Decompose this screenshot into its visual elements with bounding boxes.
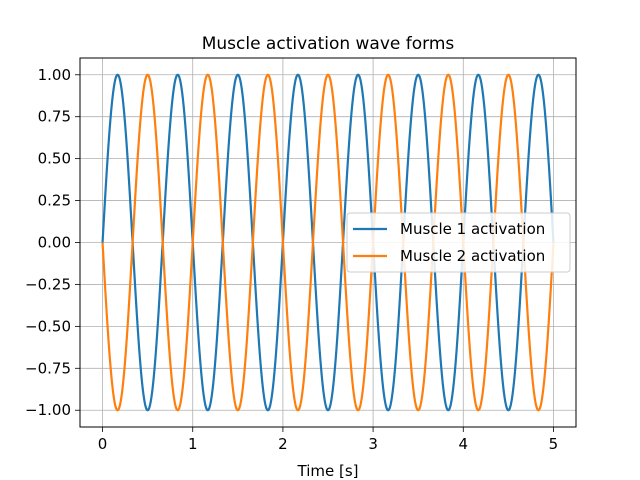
x-tick-label: 1 <box>188 435 198 453</box>
y-tick-label: 0.50 <box>38 150 71 168</box>
x-tick-label: 3 <box>368 435 378 453</box>
chart-title: Muscle activation wave forms <box>202 34 455 54</box>
legend-label-2: Muscle 2 activation <box>400 247 545 265</box>
legend-box <box>346 212 571 273</box>
y-tick-label: 1.00 <box>38 66 71 84</box>
y-tick-label: 0.25 <box>38 192 71 210</box>
legend: Muscle 1 activation Muscle 2 activation <box>346 212 571 273</box>
series-line-2 <box>101 73 555 412</box>
y-tick-label: −0.25 <box>25 275 71 293</box>
x-tick-label: 5 <box>549 435 559 453</box>
series-line-1 <box>101 73 555 412</box>
x-tick-label: 2 <box>278 435 288 453</box>
legend-label-1: Muscle 1 activation <box>400 220 545 238</box>
series-layer <box>101 73 555 412</box>
y-tick-label: −0.75 <box>25 359 71 377</box>
y-tick-label: 0.75 <box>38 108 71 126</box>
x-axis: 0 1 2 3 4 5 <box>98 427 558 453</box>
x-axis-label: Time [s] <box>297 462 359 480</box>
y-axis: 1.00 0.75 0.50 0.25 0.00 −0.25 −0.50 −0.75 −1.00 <box>25 66 80 419</box>
y-tick-label: 0.00 <box>38 234 71 252</box>
y-tick-label: −1.00 <box>25 401 71 419</box>
x-tick-label: 4 <box>458 435 468 453</box>
y-tick-label: −0.50 <box>25 317 71 335</box>
x-tick-label: 0 <box>98 435 108 453</box>
